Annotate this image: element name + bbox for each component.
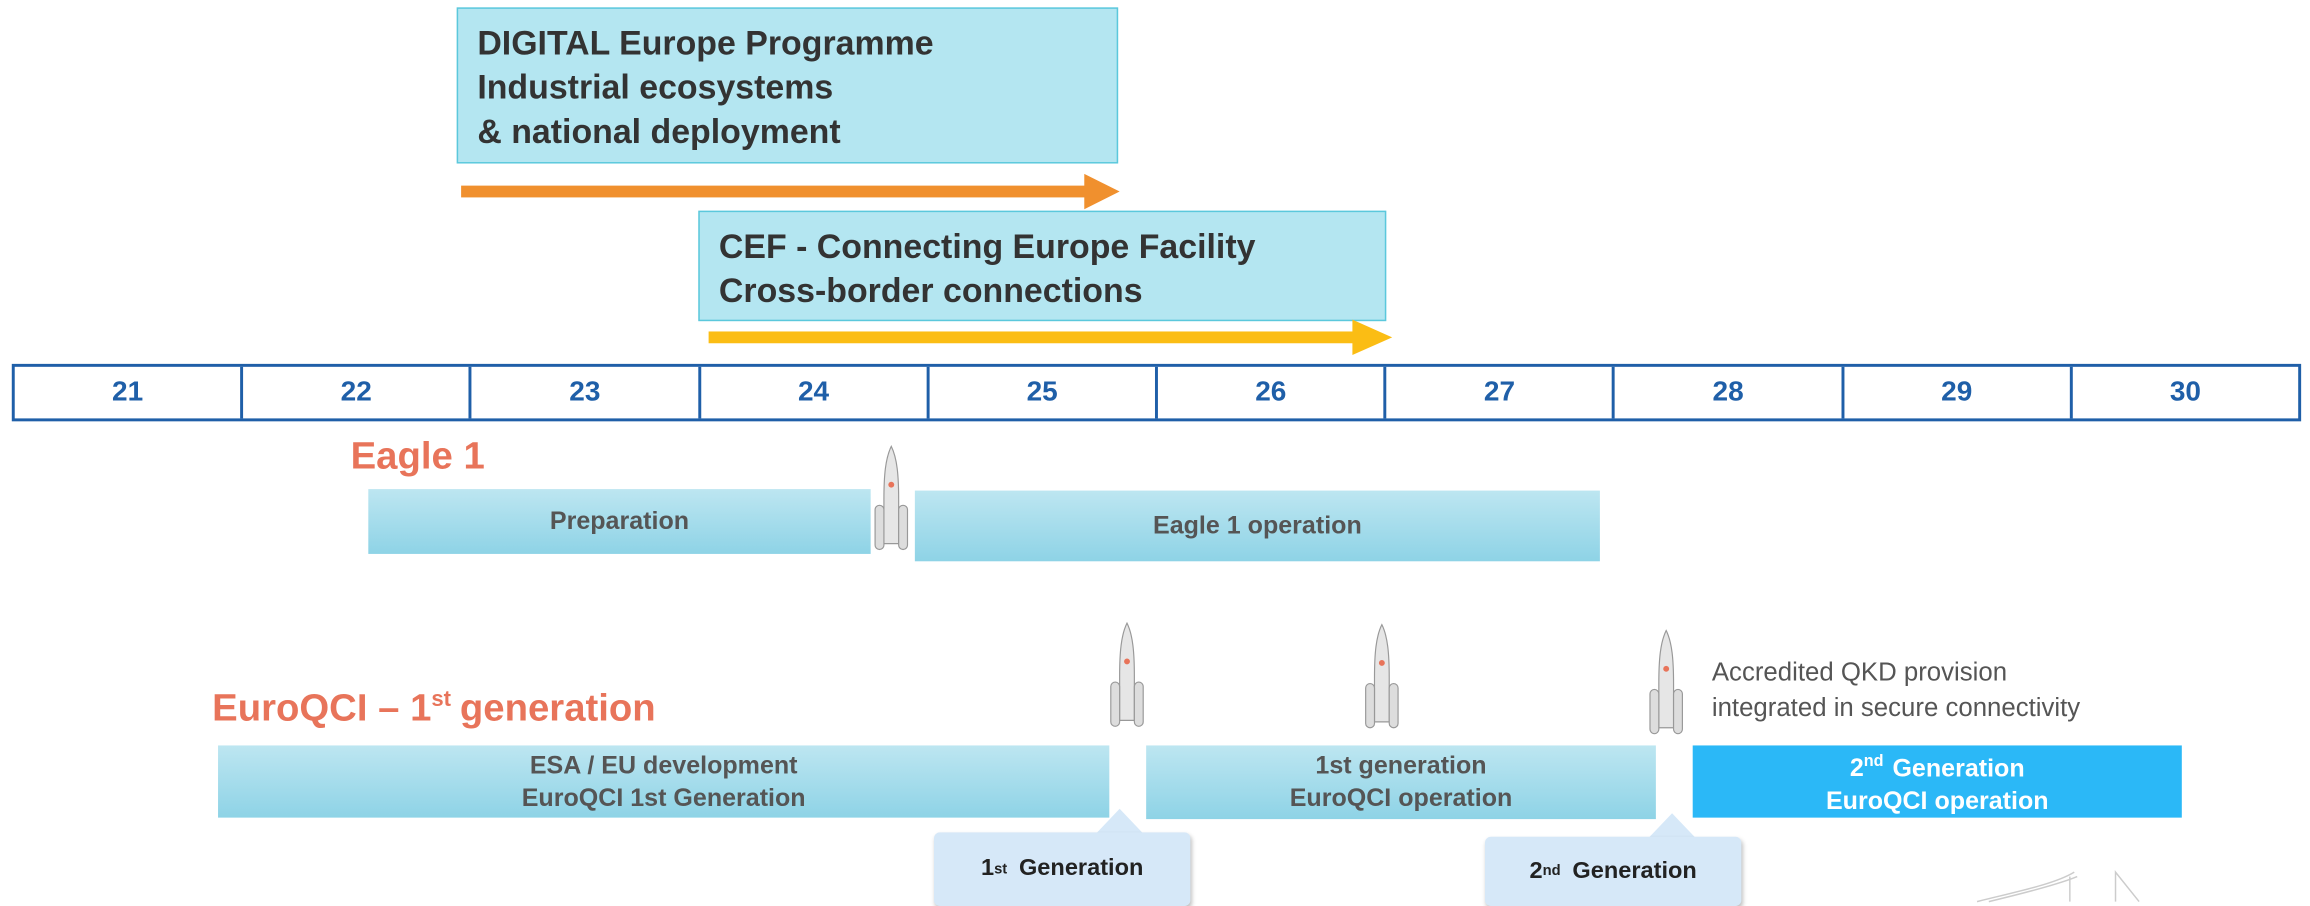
phase-line: Eagle 1 operation: [1153, 510, 1362, 542]
callout-text: 2: [1529, 858, 1542, 885]
phase-text: Generation: [1892, 754, 2024, 782]
phase-line: 1st generation: [1315, 750, 1486, 782]
programme-line: Cross-border connections: [719, 268, 1366, 312]
rocket: [875, 446, 907, 549]
year-cell: 23: [472, 367, 701, 419]
year-cell: 30: [2073, 367, 2299, 419]
logo: [1977, 872, 2139, 901]
programme-box: DIGITAL Europe Programme Industrial ecos…: [457, 7, 1118, 163]
programme-line: Industrial ecosystems: [477, 65, 1097, 109]
year-cell: 25: [929, 367, 1158, 419]
callout-text: Generation: [1019, 856, 1143, 883]
programme-line: DIGITAL Europe Programme: [477, 21, 1097, 65]
year-cell: 21: [15, 367, 244, 419]
year-cell: 22: [243, 367, 472, 419]
rocket: [1366, 625, 1398, 728]
programme-arrow: [704, 318, 1404, 359]
phase-bar: ESA / EU development EuroQCI 1st Generat…: [218, 745, 1109, 817]
phase-bar: 1st generation EuroQCI operation: [1146, 745, 1656, 819]
programme-line: & national deployment: [477, 109, 1097, 153]
phase-bar: Eagle 1 operation: [915, 491, 1600, 562]
programme-arrow: [457, 171, 1135, 215]
title-text: generation: [460, 685, 656, 729]
phase-line: EuroQCI operation: [1826, 785, 2049, 817]
year-cell: 27: [1387, 367, 1616, 419]
callout-sup: st: [994, 861, 1007, 877]
phase-line: EuroQCI operation: [1290, 782, 1513, 814]
phase-line: EuroQCI 1st Generation: [522, 782, 806, 814]
phase-text: 2: [1850, 754, 1864, 782]
annotation-line: Accredited QKD provision: [1712, 654, 2080, 689]
rocket: [1650, 631, 1682, 734]
callout-text: Generation: [1572, 858, 1696, 885]
programme-line: CEF - Connecting Europe Facility: [719, 224, 1366, 268]
phase-line: ESA / EU development: [530, 749, 798, 781]
phase-line: 2nd Generation: [1850, 746, 2025, 785]
diagram: DIGITAL Europe Programme Industrial ecos…: [0, 0, 2310, 906]
callout-text: 1: [981, 856, 994, 883]
year-cell: 29: [1844, 367, 2073, 419]
title-text: EuroQCI – 1: [212, 685, 431, 729]
year-cell: 24: [701, 367, 930, 419]
rocket: [1111, 623, 1143, 726]
section-title: Eagle 1: [351, 433, 485, 479]
programme-box: CEF - Connecting Europe Facility Cross-b…: [698, 211, 1386, 321]
callout-sup: nd: [1543, 863, 1561, 879]
page: DIGITAL Europe Programme Industrial ecos…: [0, 0, 2310, 906]
phase-bar: 2nd Generation EuroQCI operation: [1693, 745, 2182, 817]
phase-line: Preparation: [550, 505, 689, 537]
year-cell: 26: [1158, 367, 1387, 419]
phase-bar: Preparation: [368, 489, 870, 554]
phase-sup: nd: [1864, 753, 1884, 771]
year-cell: 28: [1615, 367, 1844, 419]
title-sup: st: [431, 687, 451, 712]
annotation: Accredited QKD provision integrated in s…: [1712, 654, 2080, 725]
section-title: EuroQCI – 1st generation: [212, 685, 656, 731]
annotation-line: integrated in secure connectivity: [1712, 689, 2080, 724]
